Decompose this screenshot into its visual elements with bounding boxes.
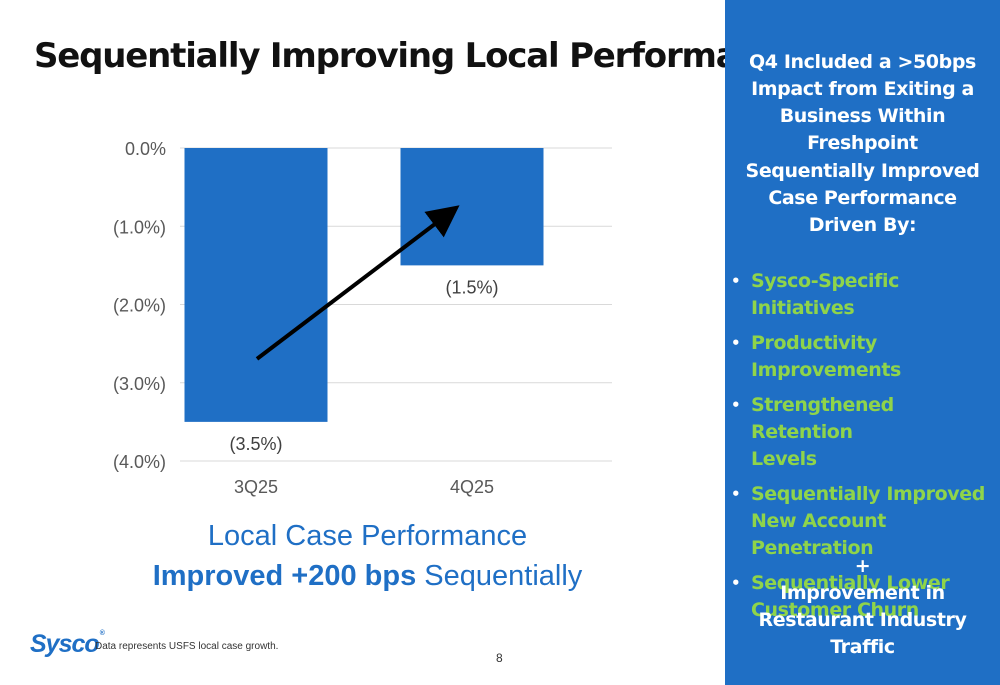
panel-subheading-line: Sequentially Improved [745, 160, 980, 182]
trend-arrow-icon [255, 205, 460, 361]
panel-subheading: Sequentially Improved Case Performance D… [725, 158, 1000, 239]
driver-item: • Sysco-Specific Initiatives [731, 268, 999, 322]
driver-item: • Sequentially Lower Customer Churn [731, 570, 999, 624]
driver-item: • Sequentially Improved New Account Penetr… [731, 481, 999, 562]
driver-line: Sequentially Lower [751, 572, 950, 594]
driver-line: Sequentially Improved [751, 483, 985, 505]
bullet-icon: • [731, 485, 741, 503]
bar [184, 148, 328, 422]
logo-text: Sysco [30, 630, 100, 658]
plus-sign: + [854, 555, 871, 577]
panel-heading-line: Impact from Exiting a [751, 78, 974, 100]
x-tick-label: 3Q25 [234, 477, 278, 497]
data-label: (1.5%) [445, 277, 498, 297]
driver-line: Levels [751, 448, 817, 470]
panel-subheading-line: Case Performance [768, 187, 957, 209]
chart-caption-line2: Improved +200 bps Sequentially [150, 560, 585, 593]
driver-line: Improvements [751, 359, 901, 381]
logo-registered-mark: ® [99, 630, 105, 637]
driver-item: • Strengthened Retention Levels [731, 392, 999, 473]
page-number: 8 [496, 651, 503, 665]
bullet-icon: • [731, 396, 741, 414]
y-tick-label: (3.0%) [113, 374, 166, 394]
driver-line: New Account Penetration [751, 510, 886, 559]
data-label: (3.5%) [229, 434, 282, 454]
driver-line: Customer Churn [751, 599, 919, 621]
driver-line: Sysco-Specific Initiatives [751, 270, 899, 319]
y-tick-label: 0.0% [125, 139, 166, 159]
y-tick-label: (2.0%) [113, 296, 166, 316]
bullet-icon: • [731, 272, 741, 290]
sysco-logo: Sysco® [30, 630, 105, 659]
chart-caption-rest: Sequentially [416, 560, 583, 592]
chart-caption-line1: Local Case Performance [207, 520, 528, 552]
bullet-icon: • [731, 334, 741, 352]
panel-heading-line: Q4 Included a >50bps [749, 51, 976, 73]
bullet-icon: • [731, 574, 741, 592]
panel-footer-line: Improvement in [780, 582, 945, 604]
x-tick-label: 4Q25 [450, 477, 494, 497]
driver-line: Strengthened Retention [751, 394, 894, 443]
y-tick-label: (4.0%) [113, 452, 166, 472]
footnote: Data represents USFS local case growth. [95, 641, 279, 652]
driver-line: Productivity [751, 332, 877, 354]
panel-footer-line: Restaurant Industry Traffic [758, 609, 967, 658]
panel-subheading-line: Driven By: [808, 214, 917, 236]
panel-heading: Q4 Included a >50bps Impact from Exiting… [725, 49, 1000, 157]
bar [400, 148, 544, 266]
bar-chart: 0.0% (1.0%) (2.0%) (3.0%) (4.0%) (3.5%) 3Q25 (1… [113, 139, 612, 497]
page-title: Sequentially Improving Local Performance [34, 36, 803, 76]
driver-item: • Productivity Improvements [731, 330, 999, 384]
callout-panel: Q4 Included a >50bps Impact from Exiting… [725, 0, 1000, 685]
driver-list: • Sysco-Specific Initiatives • Productivit… [731, 268, 999, 632]
panel-footer: + Improvement in Restaurant Industry Tra… [725, 553, 1000, 661]
panel-heading-line: Business Within Freshpoint [779, 105, 946, 154]
y-tick-label: (1.0%) [113, 217, 166, 237]
chart-caption-bold: Improved +200 bps [152, 560, 417, 592]
